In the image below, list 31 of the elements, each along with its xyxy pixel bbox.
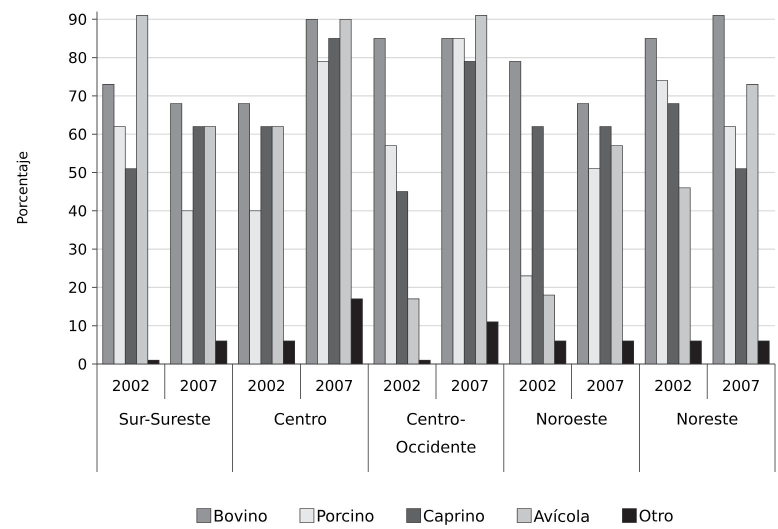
y-tick-label: 0: [78, 358, 86, 370]
legend-label: Porcino: [318, 509, 374, 522]
x-tick-label: 2007: [180, 380, 216, 392]
y-tick-label: 90: [69, 14, 86, 25]
y-tick-label: 40: [68, 205, 86, 216]
text: Noroeste: [537, 412, 607, 425]
legend-label: Avícola: [534, 509, 589, 522]
x-tick-label: 2002: [384, 380, 420, 392]
y-tick-label: 10: [70, 320, 86, 332]
legend-label: Bovino: [214, 509, 267, 522]
legend-label: Otro: [640, 510, 673, 522]
x-tick-label: 2002: [112, 380, 148, 392]
y-tick-label: 30: [69, 243, 86, 255]
y-tick-label: 60: [69, 128, 86, 140]
x-tick-label: 2002: [520, 380, 556, 392]
x-tick-label: 2007: [452, 380, 488, 392]
x-tick-label: 2007: [588, 380, 624, 392]
x-tick-label: 2007: [316, 380, 352, 392]
text: Centro: [274, 412, 326, 425]
y-tick-label: 50: [69, 166, 86, 178]
text: Sur-Sureste: [120, 412, 210, 425]
y-tick-label: 20: [69, 282, 86, 294]
text: Centro-Occidente: [396, 412, 476, 453]
y-tick-label: 70: [69, 90, 86, 102]
x-tick-label: 2002: [248, 380, 284, 392]
y-tick-label: 80: [69, 52, 86, 64]
legend-label: Caprino: [424, 509, 484, 525]
text: Noreste: [678, 412, 738, 425]
y-axis-title: Porcentaje: [16, 152, 30, 224]
x-tick-label: 2002: [655, 380, 691, 392]
x-tick-label: 2007: [723, 380, 759, 392]
